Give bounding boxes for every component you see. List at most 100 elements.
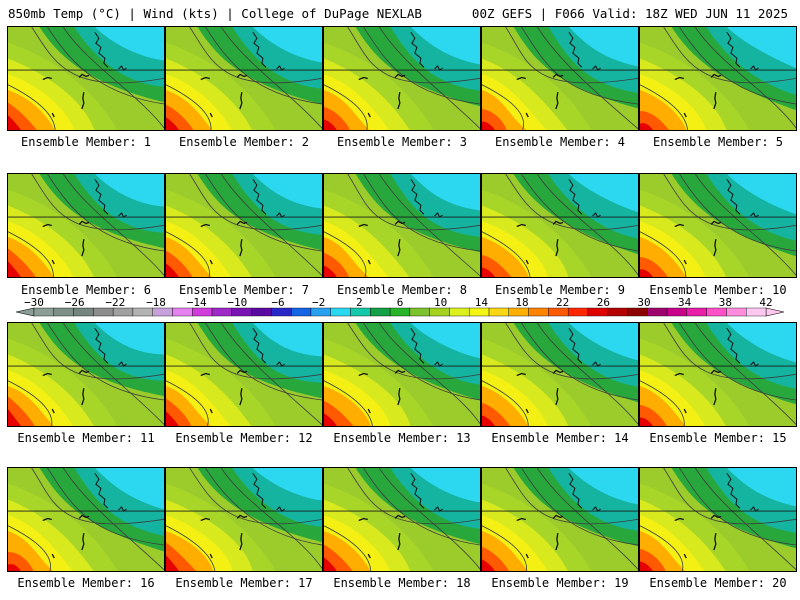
colorbar-tick-label: 34	[678, 296, 692, 309]
colorbar-swatch	[528, 307, 549, 317]
ensemble-member-label: Ensemble Member: 12	[175, 431, 313, 445]
temperature-map	[8, 27, 164, 130]
ensemble-member-label: Ensemble Member: 3	[336, 135, 468, 149]
ensemble-member-panel	[165, 173, 323, 278]
colorbar-tick-label: −26	[65, 296, 85, 309]
ensemble-member-panel	[639, 173, 797, 278]
ensemble-member-panel	[7, 322, 165, 427]
ensemble-member-label: Ensemble Member: 7	[178, 283, 310, 297]
colorbar-tick-label: 42	[759, 296, 772, 309]
ensemble-member-panel	[639, 26, 797, 131]
colorbar-swatch	[746, 307, 767, 317]
ensemble-member-label: Ensemble Member: 19	[491, 576, 629, 590]
colorbar-swatch	[567, 307, 589, 317]
colorbar-swatch	[112, 307, 134, 317]
colorbar-swatch	[33, 307, 54, 317]
ensemble-member-label: Ensemble Member: 20	[649, 576, 787, 590]
colorbar-swatch	[53, 307, 74, 317]
ensemble-member-panel	[323, 467, 481, 572]
colorbar-swatch	[211, 307, 233, 317]
colorbar-tick-label: 30	[637, 296, 650, 309]
colorbar-tick-label: 14	[475, 296, 489, 309]
ensemble-member-label: Ensemble Member: 9	[494, 283, 626, 297]
temperature-map	[8, 174, 164, 277]
colorbar-tick-label: 6	[397, 296, 404, 309]
temperature-map	[324, 323, 480, 426]
temperature-map	[640, 27, 796, 130]
colorbar-swatch	[726, 307, 747, 317]
colorbar-swatch	[192, 307, 213, 317]
colorbar-swatch	[231, 307, 252, 317]
colorbar-swatch	[508, 307, 529, 317]
colorbar-swatch	[251, 307, 272, 317]
colorbar-swatch	[686, 307, 707, 317]
ensemble-member-panel	[165, 26, 323, 131]
colorbar-swatch	[370, 307, 391, 317]
colorbar-swatch	[310, 307, 331, 317]
colorbar-tick-label: −2	[312, 296, 325, 309]
temperature-map	[640, 323, 796, 426]
colorbar-swatch	[488, 307, 510, 317]
temperature-map	[8, 323, 164, 426]
colorbar-swatch	[409, 307, 430, 317]
temperature-map	[166, 27, 322, 130]
ensemble-member-label: Ensemble Member: 14	[491, 431, 629, 445]
temperature-map	[324, 27, 480, 130]
colorbar-swatch	[449, 307, 470, 317]
colorbar-low-arrow	[15, 307, 35, 317]
ensemble-member-panel	[7, 467, 165, 572]
ensemble-member-label: Ensemble Member: 2	[178, 135, 310, 149]
model-run-info: 00Z GEFS | F066 Valid: 18Z WED JUN 11 20…	[471, 6, 788, 21]
temperature-map	[8, 468, 164, 571]
temperature-map	[324, 174, 480, 277]
temperature-map	[166, 174, 322, 277]
temperature-colorbar: −30 −26 −22 −18 −14 −10 −6 −2 2 6 10 14 18 22 26 30 34 38…	[15, 296, 785, 317]
colorbar-tick-label: −22	[105, 296, 125, 309]
temperature-map	[640, 468, 796, 571]
colorbar-swatch	[350, 307, 371, 317]
ensemble-member-panel	[7, 26, 165, 131]
colorbar-swatch	[548, 307, 569, 317]
ensemble-member-label: Ensemble Member: 16	[17, 576, 155, 590]
temperature-map	[166, 468, 322, 571]
map-title: 850mb Temp (°C) | Wind (kts) | College o…	[8, 6, 422, 21]
ensemble-member-label: Ensemble Member: 15	[649, 431, 787, 445]
colorbar-swatch	[429, 307, 450, 317]
ensemble-member-label: Ensemble Member: 11	[17, 431, 155, 445]
colorbar-swatch	[271, 307, 292, 317]
ensemble-member-panel	[323, 173, 481, 278]
colorbar-swatch	[93, 307, 114, 317]
ensemble-member-label: Ensemble Member: 4	[494, 135, 626, 149]
colorbar-swatch	[132, 307, 153, 317]
colorbar-high-arrow	[765, 307, 785, 317]
colorbar-tick-label: 18	[515, 296, 528, 309]
temperature-map	[640, 174, 796, 277]
temperature-map	[482, 27, 638, 130]
ensemble-member-panel	[481, 322, 639, 427]
colorbar-tick-label: 10	[434, 296, 447, 309]
ensemble-member-panel	[481, 467, 639, 572]
ensemble-member-panel	[7, 173, 165, 278]
colorbar-tick-label: 22	[556, 296, 569, 309]
colorbar-swatch	[73, 307, 94, 317]
ensemble-member-label: Ensemble Member: 8	[336, 283, 468, 297]
colorbar-swatch	[587, 307, 608, 317]
colorbar-swatch	[469, 307, 490, 317]
colorbar-swatch	[607, 307, 628, 317]
colorbar-swatch	[627, 307, 648, 317]
colorbar-tick-label: −10	[227, 296, 247, 309]
temperature-map	[482, 323, 638, 426]
colorbar-tick-label: −18	[146, 296, 166, 309]
colorbar-tick-label: −6	[271, 296, 284, 309]
ensemble-member-panel	[639, 322, 797, 427]
ensemble-member-label: Ensemble Member: 5	[652, 135, 784, 149]
ensemble-member-panel	[323, 26, 481, 131]
ensemble-member-panel	[165, 322, 323, 427]
colorbar-swatch	[666, 307, 688, 317]
temperature-map	[166, 323, 322, 426]
colorbar-tick-label: 26	[597, 296, 610, 309]
colorbar-swatch	[330, 307, 351, 317]
colorbar-swatch	[389, 307, 411, 317]
colorbar-swatch	[706, 307, 727, 317]
ensemble-member-label: Ensemble Member: 13	[333, 431, 471, 445]
